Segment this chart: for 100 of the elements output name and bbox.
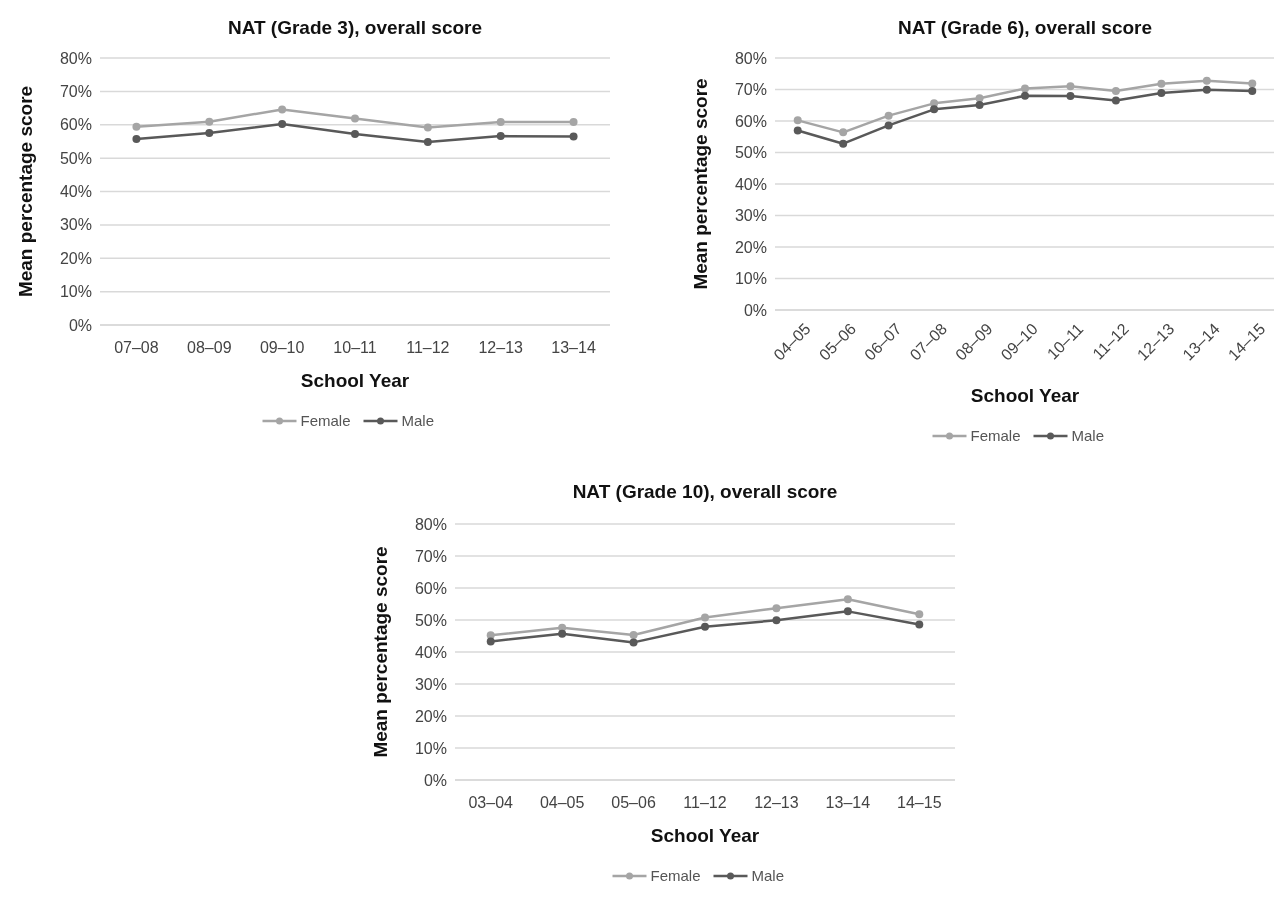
point (1157, 88, 1166, 97)
y-tick-label: 80% (59, 49, 92, 67)
y-tick-label: 50% (59, 149, 92, 167)
x-tick-label: 04–05 (539, 794, 585, 811)
x-tick-label: 10–11 (333, 339, 377, 356)
y-tick-label: 0% (423, 771, 447, 789)
y-tick-label: 20% (59, 249, 92, 267)
y-tick-label: 0% (68, 316, 92, 334)
y-tick-label: 50% (734, 144, 767, 162)
point (843, 607, 852, 616)
y-tick-label: 70% (59, 82, 92, 100)
y-tick-label: 80% (414, 515, 447, 533)
y-tick-label: 10% (59, 283, 92, 301)
point (278, 105, 287, 114)
y-tick-label: 70% (734, 81, 767, 99)
point (486, 637, 495, 646)
chart-title: NAT (Grade 3), overall score (227, 17, 483, 38)
point (569, 132, 578, 141)
y-tick-label: 20% (414, 707, 447, 725)
point (1157, 79, 1166, 88)
point (930, 105, 939, 114)
y-tick-label: 80% (734, 49, 767, 67)
point (132, 135, 141, 144)
y-tick-label: 30% (414, 675, 447, 693)
point (1066, 92, 1075, 101)
x-tick-label: 05–06 (611, 794, 656, 811)
y-axis-title: Mean percentage score (370, 546, 391, 758)
legend-label: Female (970, 427, 1021, 445)
point (884, 121, 893, 130)
point (1021, 84, 1029, 93)
y-tick-label: 30% (59, 216, 92, 234)
point (351, 130, 359, 139)
y-tick-label: 40% (734, 175, 767, 193)
point (569, 118, 578, 127)
y-tick-label: 50% (414, 611, 447, 629)
point (629, 631, 638, 640)
y-tick-label: 10% (414, 739, 447, 757)
point (772, 616, 781, 625)
point (884, 111, 893, 120)
y-tick-label: 60% (59, 116, 92, 134)
x-tick-label: 11–12 (406, 339, 450, 356)
point (839, 128, 848, 137)
y-tick-label: 40% (59, 183, 92, 201)
point (772, 604, 781, 613)
x-tick-label: 07–08 (114, 339, 159, 356)
x-tick-label: 13–14 (825, 794, 871, 811)
point (558, 629, 567, 638)
point (496, 118, 505, 127)
point (1248, 87, 1257, 96)
legend-label: Male (401, 412, 435, 430)
point (1248, 79, 1257, 88)
chart-title: NAT (Grade 10), overall score (572, 481, 838, 502)
x-tick-label: 13–14 (551, 339, 596, 356)
point (839, 139, 848, 148)
x-axis-title: School Year (650, 825, 760, 846)
point (975, 100, 984, 109)
point (793, 126, 802, 135)
y-tick-label: 40% (414, 643, 447, 661)
point (132, 122, 141, 131)
point (1066, 82, 1075, 91)
point (205, 117, 214, 126)
chart-title: NAT (Grade 6), overall score (897, 17, 1153, 38)
y-tick-label: 20% (734, 238, 767, 256)
point (629, 638, 638, 647)
point (701, 622, 709, 631)
point (1021, 91, 1029, 100)
point (351, 114, 359, 123)
point (496, 132, 505, 141)
x-axis-title: School Year (300, 370, 410, 391)
point (915, 610, 924, 619)
point (793, 116, 802, 125)
legend-label: Male (751, 867, 785, 885)
y-tick-label: 60% (734, 112, 767, 130)
x-tick-label: 12–13 (478, 339, 524, 356)
point (423, 138, 432, 147)
point (423, 123, 432, 132)
point (915, 620, 924, 629)
point (278, 120, 287, 129)
point (1202, 85, 1211, 94)
x-tick-label: 14–15 (897, 794, 942, 811)
point (1202, 76, 1211, 85)
y-tick-label: 70% (414, 547, 447, 565)
x-tick-label: 08–09 (187, 339, 232, 356)
y-tick-label: 10% (734, 270, 767, 288)
point (843, 595, 852, 604)
y-axis-title: Mean percentage score (15, 85, 36, 298)
point (1111, 87, 1120, 96)
legend-label: Female (300, 412, 351, 430)
point (486, 631, 495, 640)
y-tick-label: 0% (743, 301, 767, 319)
point (701, 613, 709, 622)
x-tick-label: 03–04 (468, 794, 514, 811)
x-tick-label: 09–10 (259, 339, 305, 356)
x-tick-label: 12–13 (754, 794, 799, 811)
y-tick-label: 30% (734, 207, 767, 225)
x-tick-label: 11–12 (683, 794, 727, 811)
point (975, 94, 984, 103)
point (1111, 96, 1120, 105)
y-axis-title: Mean percentage score (690, 78, 711, 290)
point (205, 129, 214, 138)
